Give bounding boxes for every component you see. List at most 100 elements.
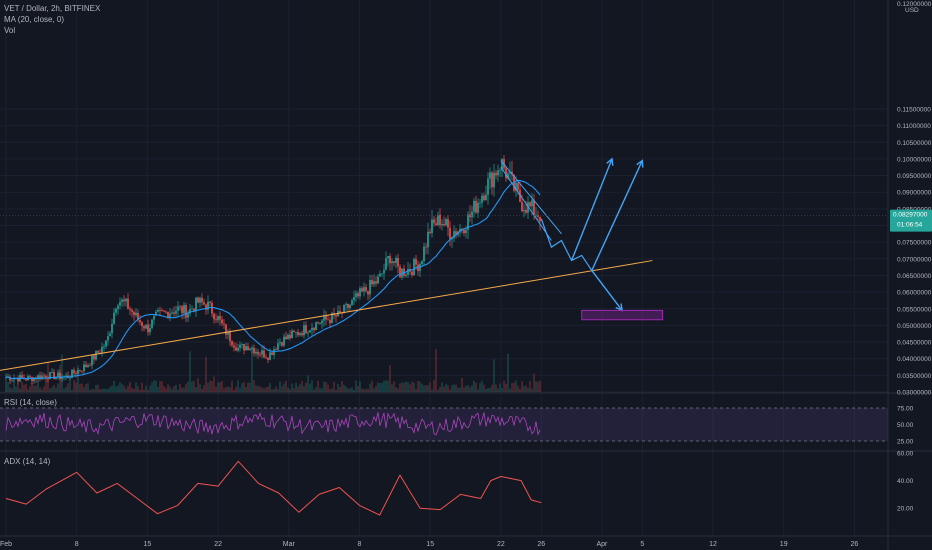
candle-body (257, 351, 259, 355)
volume-bar (285, 380, 287, 392)
projection-arrow-down (591, 270, 623, 311)
candle-body (193, 308, 195, 312)
volume-bar (107, 388, 109, 392)
volume-bar (277, 389, 279, 392)
volume-bar (401, 382, 403, 392)
candle-body (437, 214, 439, 226)
volume-bar (437, 389, 439, 392)
volume-bar (457, 387, 459, 392)
volume-bar (349, 388, 351, 392)
volume-bar (327, 384, 329, 392)
candle-body (351, 300, 353, 305)
candle-body (161, 310, 163, 311)
volume-bar (115, 386, 117, 392)
adx-tick-label: 40.00 (897, 478, 914, 485)
candle-body (121, 299, 123, 302)
volume-bar (183, 387, 185, 392)
candle-body (269, 352, 271, 360)
candle-body (313, 327, 315, 331)
candle-body (91, 355, 93, 366)
candle-body (473, 200, 475, 212)
candle-body (433, 219, 435, 224)
volume-bar (165, 388, 167, 392)
volume-bar (281, 385, 283, 392)
volume-bar (395, 387, 397, 392)
volume-bar (509, 388, 511, 392)
candle-body (359, 288, 361, 297)
volume-bar (423, 385, 425, 392)
rsi-tick-label: 75.00 (897, 406, 914, 413)
volume-bar (307, 375, 309, 392)
candle-body (499, 169, 501, 171)
volume-bar (157, 386, 159, 392)
candle-body (321, 320, 323, 324)
candle-body (29, 376, 31, 377)
volume-bar (41, 389, 43, 392)
candle-body (317, 322, 319, 324)
volume-bar (337, 383, 339, 392)
volume-bar (375, 385, 377, 392)
volume-bar (187, 381, 189, 392)
candle-body (77, 370, 79, 374)
volume-bar (23, 384, 25, 392)
volume-bar (469, 387, 471, 392)
price-tick-label: 0.11000000 (897, 123, 931, 130)
volume-bar (431, 389, 433, 392)
candle-body (265, 357, 267, 359)
volume-bar (123, 385, 125, 392)
candle-body (153, 315, 155, 320)
candle-body (289, 334, 291, 339)
volume-bar (11, 388, 13, 392)
candle-body (253, 347, 255, 354)
volume-bar (483, 384, 485, 392)
volume-bar (269, 383, 271, 392)
candle-body (357, 293, 359, 297)
candle-body (273, 349, 275, 355)
candle-body (479, 202, 481, 204)
volume-bar (179, 383, 181, 392)
candle-body (425, 246, 427, 248)
candle-body (343, 304, 345, 314)
channel-lower-line (500, 166, 552, 241)
time-tick-label: 22 (497, 541, 505, 548)
candle-body (239, 344, 241, 348)
volume-bar (249, 382, 251, 392)
candle-body (527, 202, 529, 213)
volume-bar (323, 381, 325, 392)
volume-bar (297, 386, 299, 392)
candle-body (127, 298, 129, 309)
candle-body (443, 224, 445, 226)
volume-bar (163, 386, 165, 392)
volume-bar (255, 385, 257, 392)
volume-bar (497, 388, 499, 392)
candle-body (523, 209, 525, 212)
volume-bar (357, 385, 359, 392)
candle-body (275, 349, 277, 351)
volume-bar (373, 388, 375, 392)
candle-body (393, 261, 395, 263)
volume-bar (79, 383, 81, 392)
candle-body (259, 354, 261, 356)
candle-body (201, 297, 203, 303)
candle-body (165, 311, 167, 313)
candle-body (373, 281, 375, 285)
volume-bar (359, 381, 361, 392)
projection-path (540, 218, 593, 271)
volume-bar (407, 382, 409, 392)
candle-body (285, 336, 287, 339)
time-tick-label: 26 (537, 541, 545, 548)
volume-bar (383, 380, 385, 392)
volume-bar (27, 389, 29, 392)
candle-body (17, 377, 19, 382)
candle-body (323, 315, 325, 321)
volume-bar (271, 389, 273, 392)
rsi-line (5, 412, 541, 436)
volume-bar (7, 382, 9, 392)
candle-body (465, 229, 467, 234)
volume-bar (63, 389, 65, 392)
candle-body (119, 301, 121, 306)
volume-bar (167, 384, 169, 392)
volume-bar (211, 381, 213, 392)
